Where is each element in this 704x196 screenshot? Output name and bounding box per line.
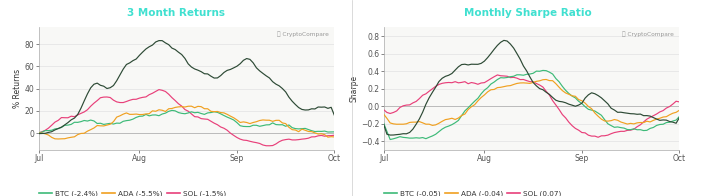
- Text: Monthly Sharpe Ratio: Monthly Sharpe Ratio: [464, 8, 592, 18]
- Text: ⓘ CryptoCompare: ⓘ CryptoCompare: [622, 31, 674, 37]
- Y-axis label: % Returns: % Returns: [13, 69, 22, 108]
- Y-axis label: Sharpe: Sharpe: [349, 75, 358, 102]
- Text: 3 Month Returns: 3 Month Returns: [127, 8, 225, 18]
- Text: ⓘ CryptoCompare: ⓘ CryptoCompare: [277, 31, 329, 37]
